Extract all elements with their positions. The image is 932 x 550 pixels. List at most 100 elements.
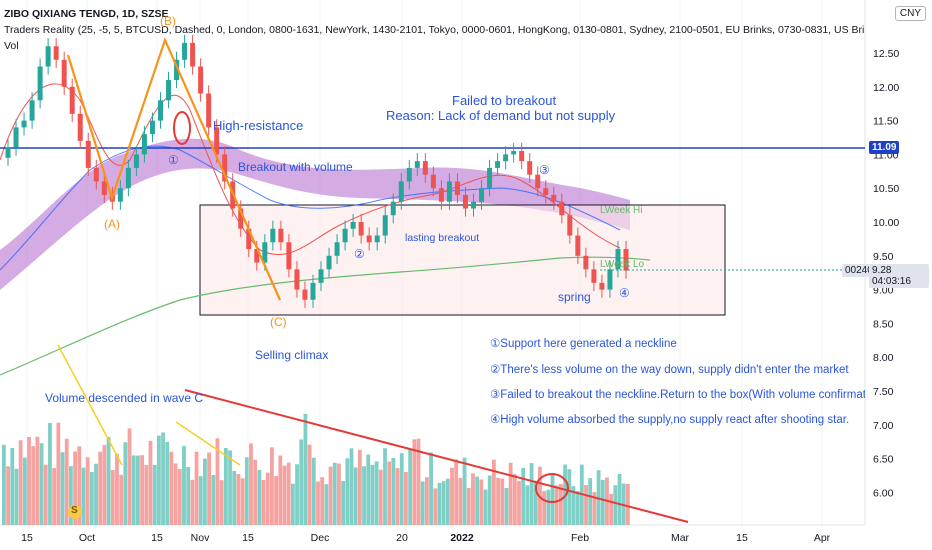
volume-bar <box>508 462 513 525</box>
time-tick-label: Nov <box>191 532 210 544</box>
time-tick-label: Oct <box>79 532 95 544</box>
high-resistance-label: High-resistance <box>213 118 304 133</box>
volume-legend[interactable]: Vol <box>4 40 19 52</box>
volume-bar <box>366 454 371 525</box>
volume-bar <box>270 447 274 525</box>
volume-bar <box>232 471 237 525</box>
volume-bar <box>115 453 119 525</box>
marker-1: ① <box>168 153 179 167</box>
volume-bar <box>404 472 408 525</box>
candle-body <box>286 242 292 270</box>
volume-descent-line-2 <box>175 421 241 466</box>
candle-body <box>527 161 533 175</box>
candle-body <box>318 269 324 283</box>
volume-bar <box>286 462 291 525</box>
volume-bar <box>186 466 191 525</box>
dividend-marker-circle[interactable] <box>68 505 82 519</box>
volume-bar <box>123 442 128 525</box>
volume-bar <box>127 428 132 525</box>
volume-bar <box>483 489 488 525</box>
currency-button[interactable]: CNY <box>894 6 926 21</box>
candle-body <box>85 140 91 168</box>
volume-bar <box>77 446 82 525</box>
candle-body <box>334 242 340 256</box>
volume-bar <box>43 464 48 525</box>
resistance-price-tag: 11.09 <box>869 141 900 154</box>
volume-bar <box>303 413 308 525</box>
volume-bar <box>454 459 459 525</box>
volume-bar <box>533 480 538 525</box>
wave-c-label: (C) <box>270 315 287 329</box>
volume-bar <box>119 474 124 525</box>
candle-body <box>390 201 396 216</box>
volume-bar <box>198 476 203 525</box>
week-low-label: LWeek Lo <box>600 259 645 270</box>
price-tick-label: 8.00 <box>873 352 894 364</box>
volume-bar <box>416 438 421 525</box>
volume-bar <box>98 451 103 525</box>
volume-bar <box>223 447 228 525</box>
candle-body <box>374 235 380 243</box>
volume-bar <box>85 457 90 525</box>
indicator-settings[interactable]: Traders Reality (25, -5, 5, BTCUSD, Dash… <box>4 24 864 36</box>
volume-bar <box>69 466 73 525</box>
candle-body <box>77 113 83 141</box>
volume-bar <box>110 469 115 525</box>
candle-body <box>13 127 19 148</box>
price-tick-label: 11.50 <box>873 116 899 128</box>
volume-bar <box>48 422 52 525</box>
volume-bar <box>487 475 492 525</box>
candle-body <box>254 249 260 263</box>
volume-bar <box>546 489 551 525</box>
candle-body <box>446 181 452 202</box>
candle-body <box>133 154 139 168</box>
candle-body <box>222 154 228 182</box>
volume-bar <box>437 482 442 525</box>
spring-label: spring <box>558 290 591 304</box>
candle-body <box>382 215 388 236</box>
volume-trendline <box>184 389 689 523</box>
time-tick-label: 2022 <box>450 532 474 544</box>
candle-body <box>61 59 67 87</box>
volume-bar <box>60 452 65 525</box>
volume-descent-line-1 <box>57 344 123 466</box>
candle-body <box>454 181 460 195</box>
volume-bar <box>249 443 253 525</box>
candle-body <box>519 151 525 162</box>
volume-bar <box>177 469 182 525</box>
volume-bar <box>584 485 588 525</box>
volume-bar <box>383 448 387 525</box>
failed-breakout-title: Failed to breakout <box>452 93 557 108</box>
volume-bar <box>475 476 480 525</box>
price-tick-label: 7.00 <box>873 420 894 432</box>
price-tick-label: 8.50 <box>873 318 894 330</box>
time-tick-label: 15 <box>21 532 33 544</box>
candle-body <box>583 255 589 270</box>
volume-bar <box>349 448 354 525</box>
candle-body <box>326 255 332 270</box>
candle-body <box>37 66 43 101</box>
volume-bar <box>408 449 413 525</box>
volume-bar <box>491 459 496 525</box>
volume-bar <box>466 487 471 525</box>
candle-body <box>406 167 412 182</box>
volume-bar <box>278 455 283 525</box>
volume-bar <box>81 467 86 525</box>
volume-bar <box>165 441 170 525</box>
candle-body <box>438 188 444 202</box>
candle-body <box>567 215 573 236</box>
candle-body <box>607 269 613 290</box>
volume-bar <box>244 457 249 525</box>
candle-body <box>149 120 155 135</box>
volume-bar <box>567 469 572 525</box>
volume-bar <box>341 481 346 525</box>
price-tick-label: 10.00 <box>873 217 899 229</box>
volume-bar <box>332 462 337 525</box>
candle-body <box>29 100 35 121</box>
volume-bar <box>626 484 630 525</box>
volume-bar <box>18 440 23 525</box>
volume-bar <box>207 452 212 525</box>
wave-a-label: (A) <box>104 217 120 231</box>
volume-bar <box>102 444 107 525</box>
